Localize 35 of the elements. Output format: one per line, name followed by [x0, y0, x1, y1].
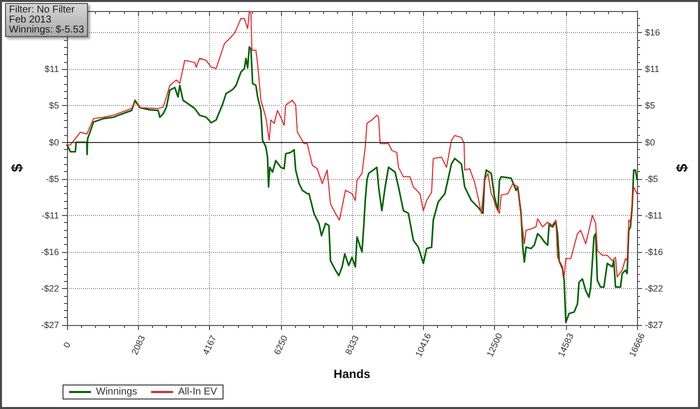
y2-tick-label: $5 — [645, 100, 656, 111]
y2-tick-label: $11 — [645, 64, 660, 74]
x-tick-label: 2083 — [129, 334, 147, 356]
y2-tick-label: -$16 — [645, 246, 664, 257]
x-tick-label: 8333 — [343, 334, 361, 356]
y2-axis-title: $ — [674, 163, 691, 172]
chart-subtitle: Feb 2013 — [9, 14, 52, 26]
y-tick-label: -$11 — [42, 210, 59, 220]
chart-title: Filter: No Filter — [9, 4, 76, 16]
x-axis-title: Hands — [334, 367, 371, 381]
y2-tick-label: -$27 — [645, 320, 664, 330]
y2-tick-label: $0 — [645, 137, 656, 148]
y2-tick-label: -$11 — [645, 210, 662, 220]
x-tick-label: 14583 — [556, 332, 576, 358]
y2-tick-label: $16 — [645, 28, 660, 38]
x-tick-label: 0 — [61, 340, 73, 350]
line-series — [66, 46, 638, 324]
y-tick-label: -$16 — [40, 246, 59, 257]
x-tick-label: 6250 — [272, 334, 290, 356]
annotation: Winnings: $-5.53 — [9, 24, 84, 36]
y-tick-label: -$22 — [40, 283, 59, 294]
legend-label: Winnings — [96, 386, 138, 398]
x-tick-label: 12500 — [484, 332, 504, 358]
y2-tick-label: -$22 — [645, 283, 664, 294]
y-tick-label: $5 — [48, 100, 59, 111]
y-tick-label: -$27 — [40, 320, 59, 330]
y-tick-label: -$5 — [46, 174, 59, 184]
x-tick-label: 16666 — [627, 332, 647, 358]
x-tick-label: 4167 — [200, 334, 218, 356]
legend-label: All-In EV — [178, 386, 218, 398]
x-tick-label: 10416 — [413, 332, 434, 358]
y2-tick-label: -$5 — [645, 174, 658, 184]
y-tick-label: $0 — [48, 137, 59, 148]
y-axis-title: $ — [9, 163, 26, 172]
y-tick-label: $11 — [44, 64, 59, 74]
